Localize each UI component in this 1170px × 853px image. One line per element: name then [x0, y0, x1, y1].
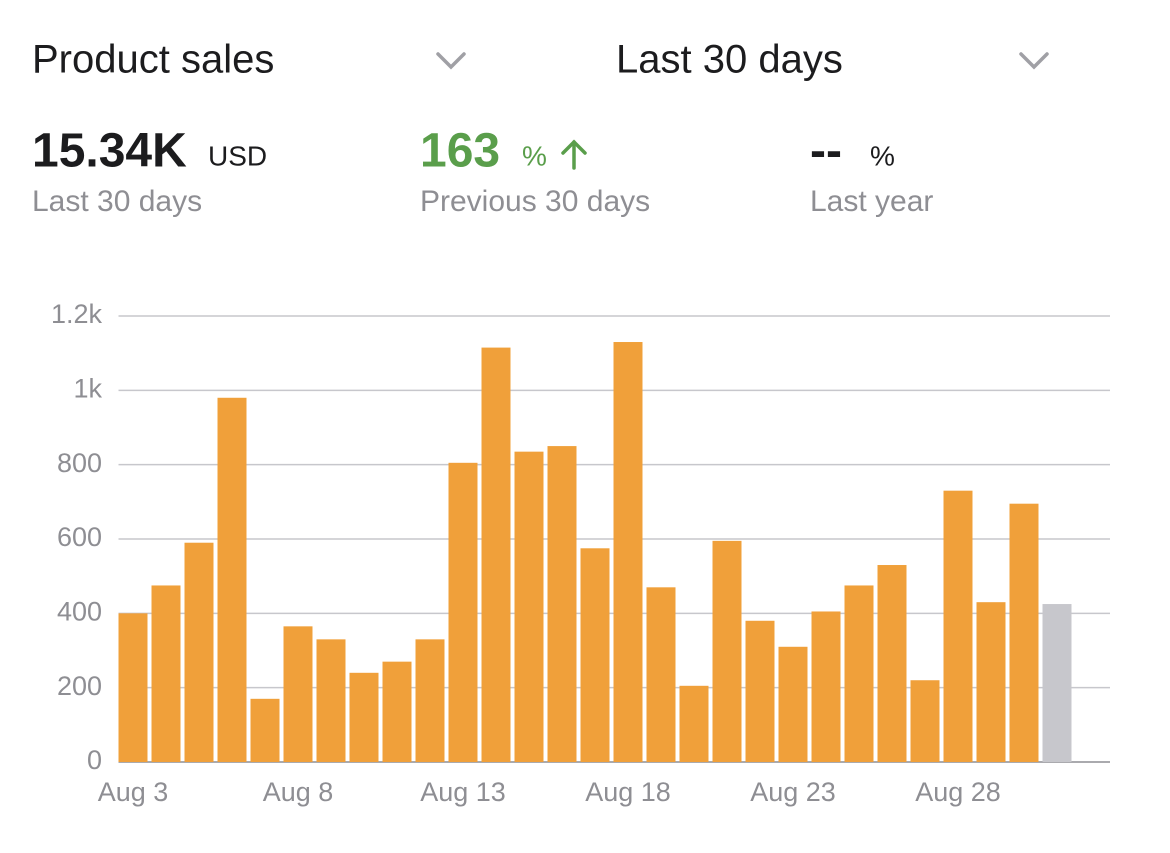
x-tick-label: Aug 23 — [750, 777, 836, 807]
bar — [712, 540, 742, 762]
bar — [877, 565, 907, 762]
period-dropdown[interactable]: Last 30 days — [616, 38, 1049, 82]
stat-value: 163 — [420, 125, 500, 178]
y-tick-label: 400 — [57, 596, 102, 626]
stat-unit: % — [870, 140, 895, 171]
x-tick-label: Aug 13 — [420, 777, 506, 807]
bar — [910, 680, 940, 762]
x-tick-label: Aug 28 — [915, 777, 1001, 807]
bar — [250, 698, 280, 762]
bar — [514, 451, 544, 762]
y-tick-label: 600 — [57, 522, 102, 552]
stat-label: Previous 30 days — [420, 185, 650, 218]
bar — [481, 347, 511, 762]
y-tick-label: 0 — [87, 745, 102, 775]
bar — [811, 611, 841, 762]
bar — [118, 613, 148, 762]
chevron — [1019, 52, 1049, 70]
bar — [1042, 604, 1072, 762]
metric-label: Product sales — [32, 38, 274, 82]
bar — [349, 672, 379, 762]
bar — [415, 639, 445, 762]
stat-value: -- — [810, 125, 842, 178]
chevron — [436, 52, 466, 70]
y-tick-label: 1.2k — [51, 299, 103, 329]
bar — [580, 548, 610, 762]
y-tick-label: 1k — [73, 373, 102, 403]
stat-label: Last year — [810, 185, 933, 218]
bar — [976, 602, 1006, 762]
up-arrow — [561, 139, 587, 170]
x-tick-label: Aug 3 — [98, 777, 169, 807]
stat-unit: USD — [208, 140, 267, 171]
bar — [217, 397, 247, 762]
period-label: Last 30 days — [616, 38, 843, 82]
bar — [844, 585, 874, 762]
stat-label: Last 30 days — [32, 185, 202, 218]
y-tick-label: 200 — [57, 671, 102, 701]
bar — [679, 685, 709, 762]
bar — [448, 462, 478, 762]
y-tick-label: 800 — [57, 448, 102, 478]
bar — [382, 661, 412, 762]
bar — [547, 446, 577, 762]
bar — [1009, 503, 1039, 762]
chart: 0 200 400 600 800 1k 1.2k Aug 3 Aug 8 Aug 13 Aug 1… — [51, 299, 1110, 807]
bar — [646, 587, 676, 762]
stat-value: 15.34K — [32, 125, 187, 178]
bar — [613, 342, 643, 762]
bar — [943, 490, 973, 762]
x-tick-label: Aug 8 — [263, 777, 334, 807]
bar — [745, 620, 775, 762]
stat-unit: % — [522, 140, 547, 171]
metric-dropdown[interactable]: Product sales — [32, 38, 466, 82]
bar — [184, 542, 214, 762]
bar — [316, 639, 346, 762]
bar — [778, 646, 808, 762]
x-tick-label: Aug 18 — [585, 777, 671, 807]
bar — [151, 585, 181, 762]
bar — [283, 626, 313, 762]
